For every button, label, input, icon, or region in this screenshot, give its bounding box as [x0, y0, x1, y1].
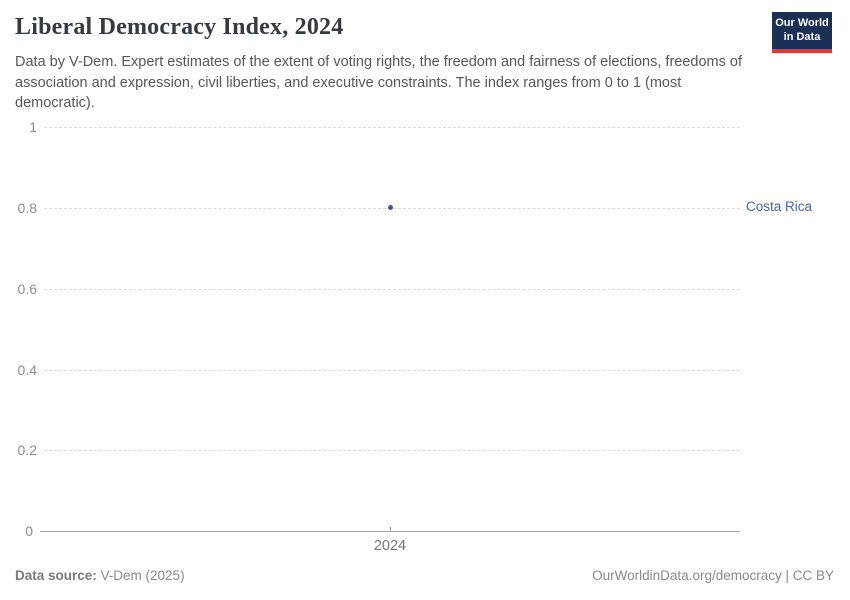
- gridline-1: 1: [0, 119, 740, 135]
- data-source-prefix: Data source:: [15, 568, 97, 583]
- data-source-note: Data source: V-Dem (2025): [15, 568, 185, 583]
- chart-subtitle: Data by V-Dem. Expert estimates of the e…: [15, 54, 742, 112]
- data-point-costa-rica[interactable]: [388, 205, 393, 210]
- gridline-0-4: 0.4: [0, 362, 740, 378]
- data-source-value: V-Dem (2025): [96, 568, 185, 583]
- x-tick-label-2024: 2024: [373, 538, 407, 554]
- owid-logo[interactable]: Our World in Data: [772, 12, 832, 53]
- chart-title: Liberal Democracy Index, 2024: [15, 14, 344, 40]
- y-tick-label-0-2: 0.2: [0, 442, 37, 458]
- gridline-0-6: 0.6: [0, 281, 740, 297]
- y-tick-label-0-8: 0.8: [0, 200, 37, 216]
- y-tick-label-0: 0: [0, 523, 33, 539]
- owid-logo-line1: Our World: [775, 17, 829, 29]
- series-label-costa-rica[interactable]: Costa Rica: [746, 199, 813, 214]
- x-axis-tick-2024: [390, 527, 391, 531]
- chart-footer: Data source: V-Dem (2025) OurWorldinData…: [0, 568, 850, 583]
- y-tick-label-1: 1: [0, 119, 37, 135]
- credit-link[interactable]: OurWorldinData.org/democracy | CC BY: [592, 568, 834, 583]
- x-axis-line: 0: [0, 523, 740, 539]
- y-tick-label-0-6: 0.6: [0, 281, 37, 297]
- gridline-0-2: 0.2: [0, 442, 740, 458]
- y-tick-label-0-4: 0.4: [0, 362, 37, 378]
- owid-logo-line2: in Data: [783, 30, 821, 43]
